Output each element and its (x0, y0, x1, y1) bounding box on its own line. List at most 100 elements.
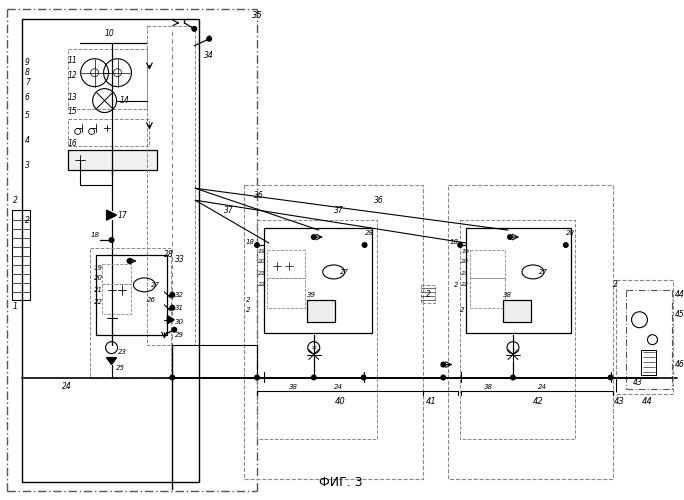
Text: 2: 2 (613, 280, 618, 289)
Text: 33: 33 (175, 256, 185, 264)
Circle shape (507, 234, 513, 240)
Text: 17: 17 (118, 210, 127, 220)
Bar (68, 49, 148, 108)
Text: 18: 18 (90, 232, 100, 238)
Bar (102, 264, 131, 284)
Text: 35: 35 (252, 11, 263, 20)
Bar (264, 228, 371, 332)
Text: 4: 4 (25, 136, 30, 145)
Text: 40: 40 (335, 398, 346, 406)
Text: 10: 10 (105, 29, 114, 38)
Circle shape (440, 362, 446, 368)
Text: 18: 18 (246, 239, 255, 245)
Text: 5: 5 (25, 111, 30, 120)
Text: 38: 38 (289, 384, 298, 390)
Text: 19: 19 (94, 265, 103, 271)
Text: 21: 21 (258, 272, 266, 276)
Text: ФИГ. 3: ФИГ. 3 (319, 476, 363, 489)
Text: 31: 31 (175, 305, 184, 311)
Bar (90, 248, 171, 378)
Bar (267, 250, 305, 278)
Bar (257, 220, 376, 440)
Bar (307, 300, 334, 322)
Bar (616, 280, 673, 394)
Text: 2: 2 (460, 307, 464, 313)
Bar (421, 285, 435, 303)
Text: 8: 8 (25, 68, 30, 77)
Text: 28: 28 (365, 230, 373, 236)
Circle shape (171, 326, 177, 332)
Text: 27: 27 (151, 282, 161, 288)
Text: 26: 26 (148, 297, 157, 303)
Text: 34: 34 (205, 51, 214, 60)
Text: 20: 20 (461, 260, 469, 264)
Bar (460, 220, 575, 440)
Text: 6: 6 (25, 93, 30, 102)
Text: 39: 39 (307, 292, 316, 298)
Circle shape (192, 26, 197, 32)
Circle shape (311, 234, 317, 240)
Text: 44: 44 (674, 290, 684, 299)
Text: 2: 2 (246, 307, 250, 313)
Text: 42: 42 (533, 398, 543, 406)
Bar (448, 186, 613, 479)
Bar (102, 284, 131, 314)
Text: 22: 22 (258, 282, 266, 288)
Circle shape (440, 374, 446, 380)
Text: 23: 23 (118, 348, 127, 354)
Text: 24: 24 (62, 382, 72, 392)
Circle shape (170, 292, 175, 298)
Bar (640, 350, 657, 374)
Circle shape (254, 242, 260, 248)
Text: 2: 2 (25, 216, 30, 224)
Text: 18: 18 (449, 239, 458, 245)
Text: 19: 19 (461, 250, 469, 254)
Circle shape (362, 242, 367, 248)
Bar (96, 255, 168, 334)
Bar (68, 118, 149, 146)
Bar (12, 210, 30, 300)
Text: 27: 27 (539, 269, 548, 275)
Text: 30: 30 (175, 318, 184, 324)
Text: 46: 46 (674, 360, 684, 368)
Text: 22: 22 (94, 299, 103, 305)
Text: 19: 19 (258, 250, 266, 254)
Circle shape (170, 374, 175, 380)
Polygon shape (168, 316, 174, 324)
Bar (466, 228, 570, 332)
Text: 45: 45 (674, 310, 684, 319)
Circle shape (457, 242, 463, 248)
Circle shape (510, 374, 516, 380)
Bar (22, 19, 199, 482)
Text: 38: 38 (503, 292, 512, 298)
Text: 21: 21 (94, 287, 103, 293)
Circle shape (170, 305, 175, 311)
Circle shape (311, 374, 317, 380)
Text: 20: 20 (94, 275, 103, 281)
Text: 13: 13 (68, 93, 77, 102)
Text: 29: 29 (175, 332, 184, 338)
Circle shape (254, 374, 260, 380)
Text: 1: 1 (13, 302, 18, 311)
Text: 44: 44 (642, 398, 653, 406)
Bar (503, 300, 531, 322)
Text: 43: 43 (633, 378, 642, 386)
Text: 28: 28 (163, 250, 173, 259)
Text: 41: 41 (426, 398, 436, 406)
Text: 24: 24 (334, 384, 343, 390)
Polygon shape (107, 358, 116, 364)
Polygon shape (107, 210, 116, 220)
Text: 20: 20 (258, 260, 266, 264)
Text: 37: 37 (334, 206, 343, 215)
Bar (68, 150, 157, 171)
Text: 14: 14 (120, 96, 129, 105)
Text: 12: 12 (68, 70, 77, 80)
Circle shape (563, 242, 569, 248)
Text: 36: 36 (373, 196, 384, 205)
Text: 24: 24 (538, 384, 547, 390)
Circle shape (109, 237, 114, 243)
Circle shape (360, 374, 367, 380)
Text: 37: 37 (224, 206, 234, 215)
Text: 22: 22 (461, 282, 469, 288)
Bar (470, 250, 505, 278)
